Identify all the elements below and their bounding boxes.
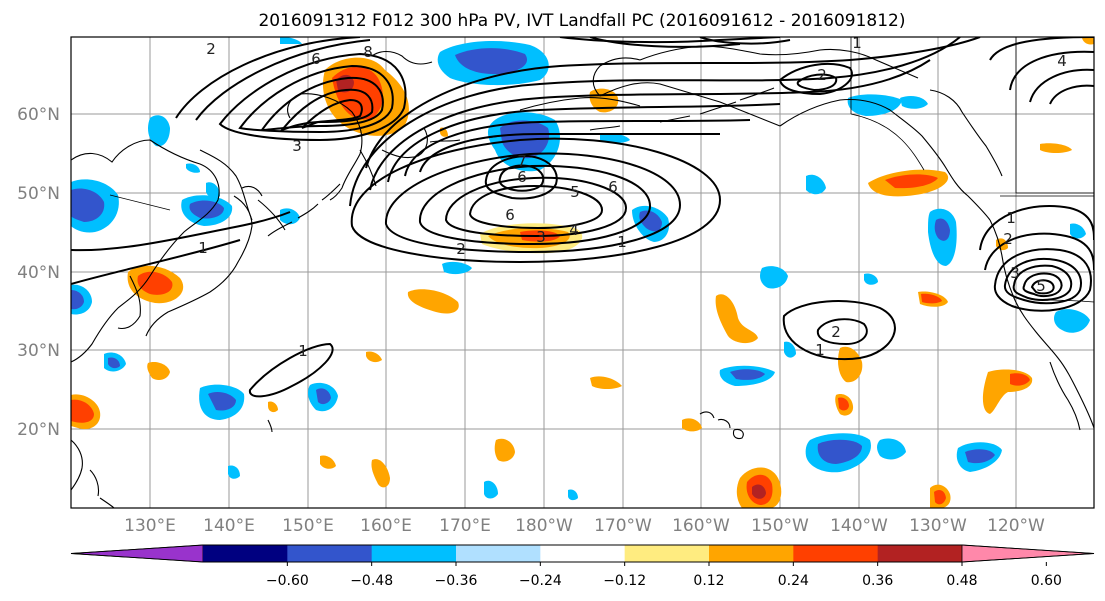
contour-label: 1 (198, 239, 208, 257)
colorbar-tick-label: 0.12 (693, 573, 724, 589)
contour-label: 5 (570, 183, 580, 201)
lat-label-50n: 50°N (17, 184, 60, 204)
lat-label-30n: 30°N (17, 341, 60, 361)
contour-label: 6 (505, 206, 515, 224)
colorbar-tick-label: −0.24 (519, 573, 562, 589)
contour-label: 2 (817, 66, 827, 84)
contour-label: 4 (569, 221, 579, 239)
colorbar-tick-label: 0.60 (1031, 573, 1062, 589)
contour-label: 6 (517, 168, 527, 186)
map-frame (70, 36, 1095, 509)
contour-label: 1 (815, 341, 825, 359)
contour-label: 1 (298, 342, 308, 360)
lon-label-150e: 150°E (282, 516, 334, 536)
lat-label-40n: 40°N (17, 263, 60, 283)
contour-label: 1 (1006, 209, 1016, 227)
colorbar-extend-low (70, 544, 204, 563)
contour-label: 4 (1057, 52, 1067, 70)
colorbar-segment (793, 545, 879, 562)
pv-contours (71, 37, 1094, 398)
colorbar-segment (624, 545, 710, 562)
colorbar-tick-label: −0.60 (266, 573, 309, 589)
coastlines (71, 45, 1094, 508)
contour-label: 3 (292, 137, 302, 155)
contour-label: 7 (517, 152, 527, 170)
longitude-labels: 130°E 140°E 150°E 160°E 170°E 180°W 170°… (124, 516, 1045, 536)
borders (109, 37, 1094, 303)
lon-label-150w: 150°W (751, 516, 809, 536)
lon-label-180w: 180°W (515, 516, 573, 536)
contour-label: 5 (1036, 277, 1046, 295)
lat-label-20n: 20°N (17, 420, 60, 440)
colorbar: −0.60 −0.48 −0.36 −0.24 −0.12 0.12 0.24 0.36 0.4… (70, 544, 1095, 589)
lon-label-120w: 120°W (987, 516, 1045, 536)
lon-label-170w: 170°W (594, 516, 652, 536)
contour-label: 1 (852, 34, 862, 52)
contour-label: 2 (206, 40, 216, 58)
colorbar-tick-label: 0.24 (778, 573, 809, 589)
colorbar-segment (709, 545, 794, 562)
lon-label-130e: 130°E (124, 516, 176, 536)
contour-label: 2 (831, 323, 841, 341)
contour-label: 1 (617, 233, 627, 251)
colorbar-tick-label: 0.36 (862, 573, 893, 589)
colorbar-segment (877, 545, 963, 562)
colorbar-tick-label: −0.12 (603, 573, 646, 589)
colorbar-segment (287, 545, 373, 562)
latitude-labels: 60°N 50°N 40°N 30°N 20°N (17, 105, 60, 440)
colorbar-tick-label: −0.48 (350, 573, 393, 589)
contour-label: 6 (608, 178, 618, 196)
colorbar-segment (456, 545, 541, 562)
colorbar-tick-label: 0.48 (946, 573, 977, 589)
lat-label-60n: 60°N (17, 105, 60, 125)
figure-title: 2016091312 F012 300 hPa PV, IVT Landfall… (258, 11, 905, 31)
contour-labels: 2 8 3 2 6 5 6 1 6 3 4 2 1 1 1 2 1 1 2 3 … (198, 34, 1067, 360)
colorbar-segment (540, 545, 626, 562)
lon-label-160w: 160°W (672, 516, 730, 536)
lon-label-140w: 140°W (830, 516, 888, 536)
contour-label: 2 (1003, 230, 1013, 248)
contour-label: 2 (456, 240, 466, 258)
colorbar-segment (203, 545, 288, 562)
contour-label: 3 (1010, 264, 1020, 282)
colorbar-outline (70, 544, 1095, 563)
contour-label: 6 (311, 50, 321, 68)
lon-label-130w: 130°W (909, 516, 967, 536)
lon-label-160e: 160°E (360, 516, 412, 536)
lon-label-170e: 170°E (439, 516, 491, 536)
contour-label: 3 (536, 228, 546, 246)
lon-label-140e: 140°E (203, 516, 255, 536)
contour-label: 8 (363, 43, 373, 61)
colorbar-segment (371, 545, 457, 562)
colorbar-extend-high (961, 544, 1095, 563)
colorbar-tick-label: −0.36 (435, 573, 478, 589)
